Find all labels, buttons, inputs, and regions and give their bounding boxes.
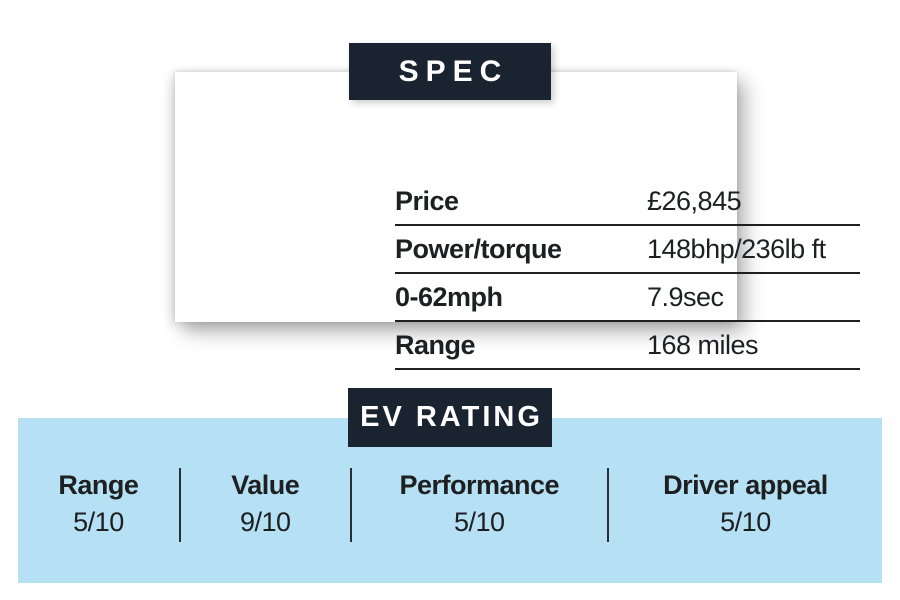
divider: [349, 468, 352, 542]
divider: [178, 468, 181, 542]
table-row: Price £26,845: [395, 178, 860, 226]
spec-row-value: £26,845: [647, 185, 742, 216]
rating-item-value: Value 9/10: [181, 466, 350, 544]
rating-score: 5/10: [73, 507, 124, 537]
rating-label: Value: [231, 470, 300, 500]
spec-row-label: Power/torque: [395, 233, 562, 264]
rating-label: Performance: [399, 470, 560, 500]
table-row: 0-62mph 7.9sec: [395, 274, 860, 322]
spec-row-value: 168 miles: [647, 329, 759, 360]
rating-score: 5/10: [720, 507, 771, 537]
rating-label: Driver appeal: [663, 470, 828, 500]
spec-row-label: 0-62mph: [395, 281, 503, 312]
spec-row-value: 148bhp/236lb ft: [647, 233, 826, 264]
ev-rating-section-title: EV RATING: [348, 388, 552, 447]
rating-item-range: Range 5/10: [18, 466, 179, 544]
spec-row-label: Range: [395, 329, 476, 360]
table-row: Power/torque 148bhp/236lb ft: [395, 226, 860, 274]
rating-score: 5/10: [454, 507, 505, 537]
spec-card: Price £26,845 Power/torque 148bhp/236lb …: [175, 72, 860, 370]
spec-section-title: SPEC: [349, 43, 551, 100]
table-row: Range 168 miles: [395, 322, 860, 370]
rating-score: 9/10: [239, 507, 291, 537]
spec-row-label: Price: [395, 185, 459, 216]
rating-item-driver-appeal: Driver appeal 5/10: [609, 466, 882, 544]
rating-label: Range: [58, 470, 139, 500]
spec-row-value: 7.9sec: [647, 281, 724, 312]
spec-table: Price £26,845 Power/torque 148bhp/236lb …: [395, 178, 860, 370]
ev-rating-items: Range 5/10 Value 9/10 Performance 5/10 D…: [18, 466, 882, 544]
divider: [606, 468, 609, 542]
rating-item-performance: Performance 5/10: [352, 466, 607, 544]
